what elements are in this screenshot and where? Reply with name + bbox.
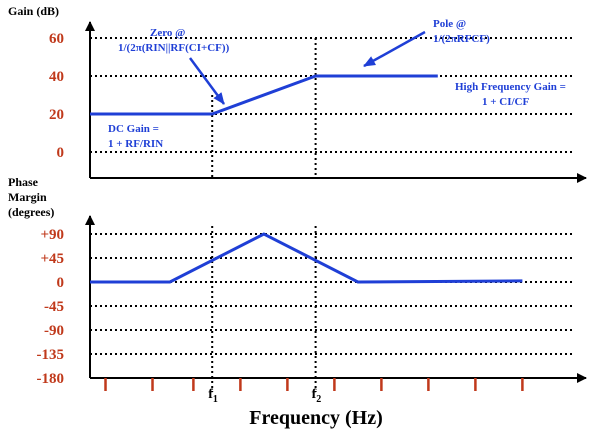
dc-gain-annotation-line2: 1 + RF/RIN — [108, 138, 163, 150]
gain-grid — [90, 37, 572, 153]
x-tick-label-f1: f1 — [208, 387, 218, 405]
gain-y-tick-label: 60 — [49, 31, 64, 47]
x-axis-label: Frequency (Hz) — [249, 407, 383, 429]
phase-series-line — [90, 232, 523, 284]
gain-vlines — [211, 38, 317, 178]
phase-y-label-line3: (degrees) — [8, 205, 54, 219]
dc-gain-annotation-line1: DC Gain = — [108, 123, 159, 135]
phase-curve — [90, 232, 523, 284]
phase-y-label-line2: Margin — [8, 190, 47, 204]
phase-y-tick-label: 0 — [57, 275, 65, 291]
phase-tick-labels: +90 +45 0 -45 -90 -135 -180 — [37, 227, 65, 387]
phase-y-tick-label: -135 — [37, 347, 65, 363]
zero-annotation-line1: Zero @ — [150, 27, 185, 39]
phase-y-tick-label: -45 — [44, 299, 64, 315]
phase-y-label-line1: Phase — [8, 175, 39, 189]
phase-y-tick-label: +90 — [40, 227, 64, 243]
phase-y-tick-label: -90 — [44, 323, 64, 339]
hf-gain-annotation-line1: High Frequency Gain = — [455, 81, 566, 93]
gain-y-label: Gain (dB) — [8, 4, 59, 18]
phase-grid — [90, 233, 572, 355]
x-tick-label-f2: f2 — [312, 387, 322, 405]
pole-annotation-line1: Pole @ — [433, 18, 466, 30]
hf-gain-annotation-line2: 1 + CI/CF — [482, 96, 529, 108]
pole-arrow — [363, 30, 426, 68]
phase-y-tick-label: -180 — [37, 371, 65, 387]
zero-annotation-line2: 1/(2π(RIN||RF(CI+CF)) — [118, 42, 230, 54]
gain-y-tick-label: 20 — [49, 107, 64, 123]
phase-y-label: Phase Margin (degrees) — [8, 175, 54, 219]
gain-y-tick-label: 0 — [57, 145, 65, 161]
phase-y-tick-label: +45 — [40, 251, 64, 267]
gain-panel: Gain (dB) 60 40 20 0 Zero @ 1/(2π(RIN||RF(C… — [8, 4, 587, 183]
gain-series-line — [90, 74, 438, 116]
gain-curve — [90, 74, 438, 116]
pole-annotation-line2: 1/(2πRFCF) — [433, 33, 490, 45]
phase-panel: Phase Margin (degrees) +90 +45 0 -45 -90 -135… — [8, 175, 587, 429]
phase-x-tick-labels: f1 f2 — [208, 387, 321, 405]
gain-tick-labels: 60 40 20 0 — [49, 31, 64, 161]
gain-y-tick-label: 40 — [49, 69, 64, 85]
phase-x-ticks — [104, 378, 524, 391]
zero-arrow — [188, 57, 226, 105]
